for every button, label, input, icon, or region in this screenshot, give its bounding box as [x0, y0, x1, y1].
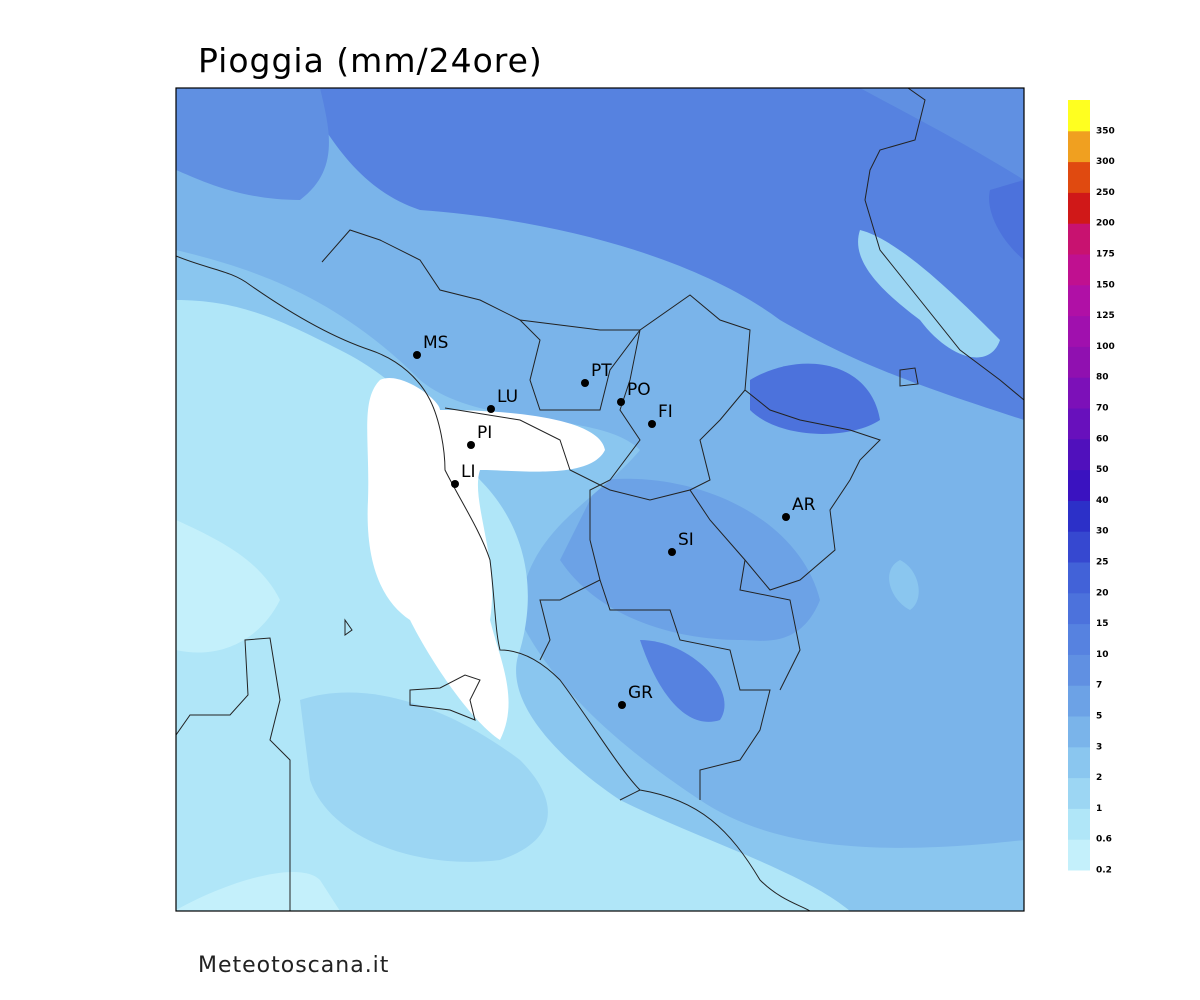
legend-label: 175 [1096, 250, 1115, 260]
legend-swatch [1068, 192, 1090, 224]
footer: Meteotoscana.it [198, 953, 389, 978]
city-dot [451, 480, 459, 488]
city-label: PI [477, 423, 492, 443]
city-dot [413, 351, 421, 359]
legend-swatch [1068, 531, 1090, 563]
legend-label: 0.6 [1096, 835, 1112, 845]
city-label: PO [627, 380, 651, 400]
legend-swatch [1068, 685, 1090, 717]
city-dot [648, 420, 656, 428]
legend-swatch [1068, 315, 1090, 347]
legend-swatch [1068, 130, 1090, 163]
city-label: FI [658, 402, 673, 422]
legend-swatch [1068, 654, 1090, 686]
legend-label: 2 [1096, 773, 1102, 783]
legend-label: 10 [1096, 650, 1109, 660]
legend-label: 0.2 [1096, 866, 1112, 876]
legend-label: 200 [1096, 219, 1115, 229]
legend-swatch [1068, 808, 1090, 840]
legend-swatch [1068, 469, 1090, 501]
legend-swatch [1068, 346, 1090, 378]
legend-label: 125 [1096, 311, 1115, 321]
city-label: LI [461, 462, 476, 482]
legend-label: 20 [1096, 588, 1109, 598]
city-label: SI [678, 530, 694, 550]
legend-label: 70 [1096, 404, 1109, 414]
legend-label: 1 [1096, 804, 1102, 814]
legend-label: 300 [1096, 157, 1115, 167]
legend-swatch [1068, 161, 1090, 193]
legend-swatch [1068, 284, 1090, 317]
legend-label: 7 [1096, 681, 1102, 691]
legend-label: 80 [1096, 373, 1109, 383]
legend-label: 5 [1096, 712, 1102, 722]
legend-swatch [1068, 377, 1090, 409]
title: Pioggia (mm/24ore) [198, 41, 543, 80]
city-dot [668, 548, 676, 556]
legend-label: 150 [1096, 280, 1115, 290]
legend-label: 25 [1096, 558, 1109, 568]
city-label: AR [792, 495, 816, 515]
legend-swatch [1068, 716, 1090, 748]
legend-label: 250 [1096, 188, 1115, 198]
city-dot [618, 701, 626, 709]
city-dot [581, 379, 589, 387]
legend-swatch [1068, 746, 1090, 779]
legend-label: 30 [1096, 527, 1109, 537]
legend-label: 40 [1096, 496, 1109, 506]
legend-swatch [1068, 777, 1090, 809]
legend-swatch [1068, 254, 1090, 286]
legend-swatch [1068, 438, 1090, 471]
city-dot [467, 441, 475, 449]
legend-swatch [1068, 408, 1090, 440]
legend-swatch [1068, 500, 1090, 532]
city-dot [617, 398, 625, 406]
legend-swatch [1068, 223, 1090, 255]
legend-swatch [1068, 592, 1090, 625]
legend-swatch [1068, 562, 1090, 594]
legend-label: 100 [1096, 342, 1115, 352]
map-frame [175, 87, 1025, 912]
legend-label: 50 [1096, 465, 1109, 475]
city-label: MS [423, 333, 448, 353]
legend-label: 3 [1096, 742, 1102, 752]
city-dot [782, 513, 790, 521]
legend-label: 350 [1096, 126, 1115, 136]
legend-label: 15 [1096, 619, 1109, 629]
rain-map [176, 88, 1024, 911]
legend-swatch [1068, 839, 1090, 871]
legend-swatch [1068, 623, 1090, 655]
legend-label: 60 [1096, 434, 1109, 444]
city-dot [487, 405, 495, 413]
city-label: GR [628, 683, 653, 703]
city-label: PT [591, 361, 612, 381]
legend-swatch [1068, 100, 1090, 132]
city-label: LU [497, 387, 518, 407]
